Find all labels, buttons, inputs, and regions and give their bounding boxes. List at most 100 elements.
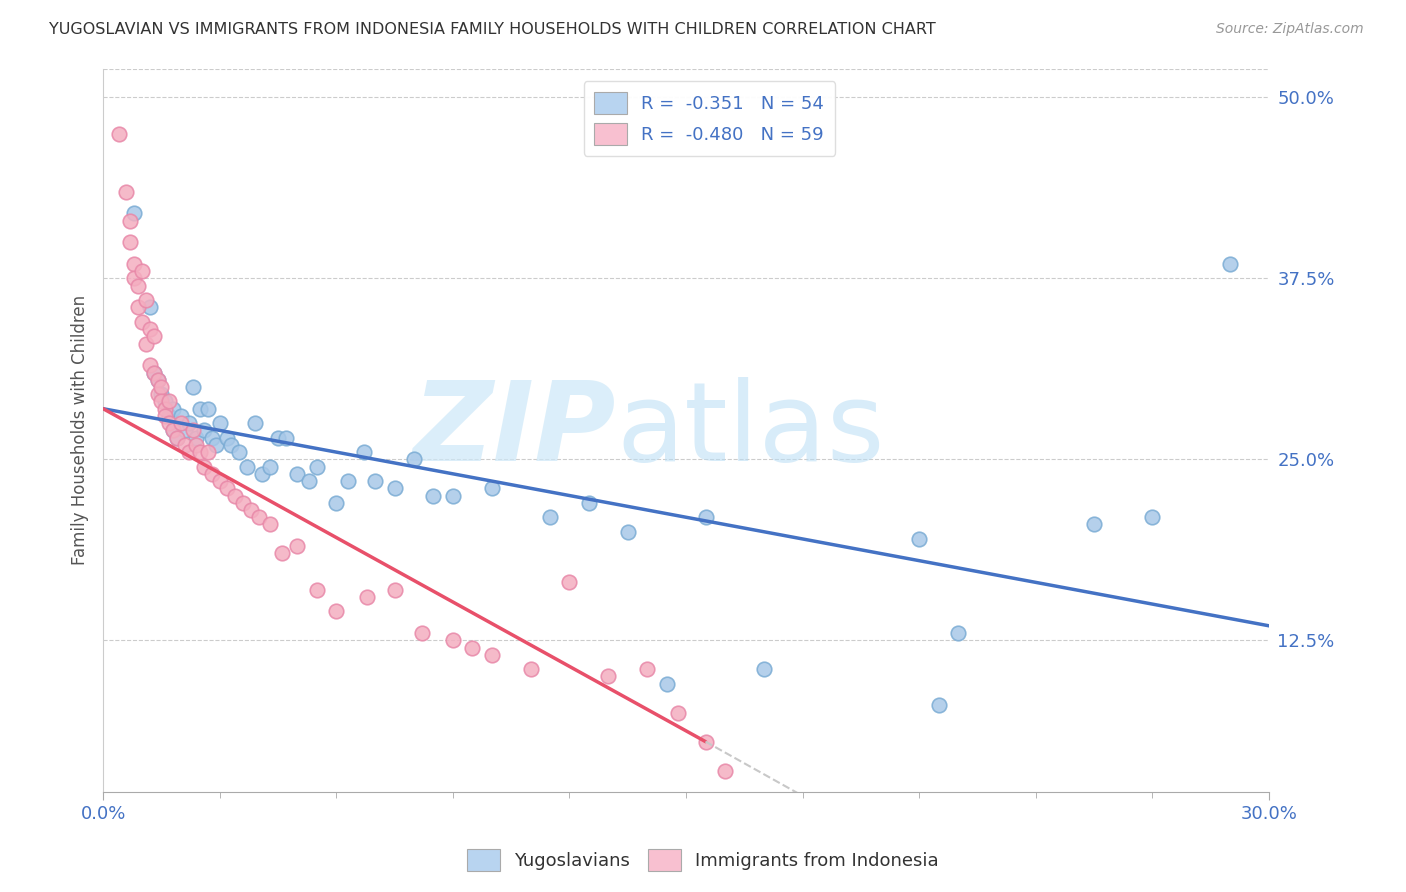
Point bbox=[274, 431, 297, 445]
Point bbox=[150, 394, 173, 409]
Point bbox=[131, 264, 153, 278]
Point bbox=[287, 467, 309, 481]
Point bbox=[120, 213, 142, 227]
Point bbox=[115, 185, 138, 199]
Point bbox=[122, 271, 145, 285]
Point bbox=[695, 734, 717, 748]
Point bbox=[188, 401, 211, 416]
Point bbox=[1083, 517, 1105, 532]
Point bbox=[197, 445, 219, 459]
Point bbox=[150, 387, 173, 401]
Point bbox=[208, 416, 231, 430]
Point bbox=[139, 301, 162, 315]
Point bbox=[267, 431, 290, 445]
Point bbox=[127, 278, 149, 293]
Point bbox=[201, 431, 224, 445]
Point bbox=[127, 301, 149, 315]
Point bbox=[135, 336, 157, 351]
Point bbox=[157, 416, 180, 430]
Point bbox=[122, 257, 145, 271]
Point bbox=[259, 517, 281, 532]
Point bbox=[142, 366, 165, 380]
Point bbox=[217, 431, 239, 445]
Point bbox=[131, 315, 153, 329]
Point bbox=[305, 459, 328, 474]
Point bbox=[1142, 510, 1164, 524]
Point bbox=[519, 662, 541, 676]
Point bbox=[135, 293, 157, 307]
Point bbox=[752, 662, 775, 676]
Point bbox=[666, 706, 689, 720]
Point bbox=[252, 467, 274, 481]
Point bbox=[155, 394, 177, 409]
Point bbox=[157, 409, 180, 423]
Point bbox=[271, 546, 294, 560]
Point bbox=[598, 669, 620, 683]
Point bbox=[107, 127, 129, 141]
Point bbox=[411, 626, 433, 640]
Text: Source: ZipAtlas.com: Source: ZipAtlas.com bbox=[1216, 22, 1364, 37]
Point bbox=[170, 409, 193, 423]
Point bbox=[146, 387, 169, 401]
Point bbox=[188, 445, 211, 459]
Point bbox=[461, 640, 484, 655]
Point bbox=[224, 489, 246, 503]
Point bbox=[186, 431, 208, 445]
Point bbox=[714, 764, 737, 778]
Point bbox=[946, 626, 969, 640]
Point bbox=[181, 380, 204, 394]
Point bbox=[157, 394, 180, 409]
Point bbox=[236, 459, 259, 474]
Point bbox=[205, 438, 228, 452]
Point bbox=[908, 532, 931, 546]
Point bbox=[259, 459, 281, 474]
Point bbox=[122, 206, 145, 220]
Point bbox=[558, 575, 581, 590]
Point bbox=[166, 431, 188, 445]
Point bbox=[239, 503, 262, 517]
Point bbox=[305, 582, 328, 597]
Legend: R =  -0.351   N = 54, R =  -0.480   N = 59: R = -0.351 N = 54, R = -0.480 N = 59 bbox=[583, 81, 835, 156]
Point bbox=[139, 322, 162, 336]
Point bbox=[186, 438, 208, 452]
Point bbox=[325, 604, 347, 618]
Point bbox=[578, 496, 600, 510]
Point bbox=[1219, 257, 1241, 271]
Point bbox=[173, 438, 195, 452]
Point bbox=[481, 481, 503, 495]
Point bbox=[146, 373, 169, 387]
Point bbox=[655, 677, 678, 691]
Point bbox=[287, 539, 309, 553]
Point bbox=[139, 358, 162, 372]
Point bbox=[247, 510, 270, 524]
Point bbox=[181, 424, 204, 438]
Point bbox=[142, 366, 165, 380]
Point bbox=[177, 416, 200, 430]
Point bbox=[221, 438, 243, 452]
Point bbox=[155, 401, 177, 416]
Point bbox=[173, 424, 195, 438]
Text: YUGOSLAVIAN VS IMMIGRANTS FROM INDONESIA FAMILY HOUSEHOLDS WITH CHILDREN CORRELA: YUGOSLAVIAN VS IMMIGRANTS FROM INDONESIA… bbox=[49, 22, 936, 37]
Point bbox=[402, 452, 425, 467]
Point bbox=[162, 424, 184, 438]
Point bbox=[384, 582, 406, 597]
Point bbox=[217, 481, 239, 495]
Point bbox=[162, 401, 184, 416]
Point bbox=[695, 510, 717, 524]
Point bbox=[298, 474, 321, 488]
Point bbox=[422, 489, 444, 503]
Point bbox=[177, 445, 200, 459]
Point bbox=[150, 380, 173, 394]
Y-axis label: Family Households with Children: Family Households with Children bbox=[72, 295, 89, 566]
Point bbox=[441, 633, 464, 648]
Point bbox=[201, 467, 224, 481]
Point bbox=[120, 235, 142, 250]
Point bbox=[193, 424, 215, 438]
Point bbox=[441, 489, 464, 503]
Point bbox=[353, 445, 375, 459]
Point bbox=[336, 474, 359, 488]
Point bbox=[142, 329, 165, 343]
Point bbox=[208, 474, 231, 488]
Point bbox=[325, 496, 347, 510]
Point bbox=[928, 698, 950, 713]
